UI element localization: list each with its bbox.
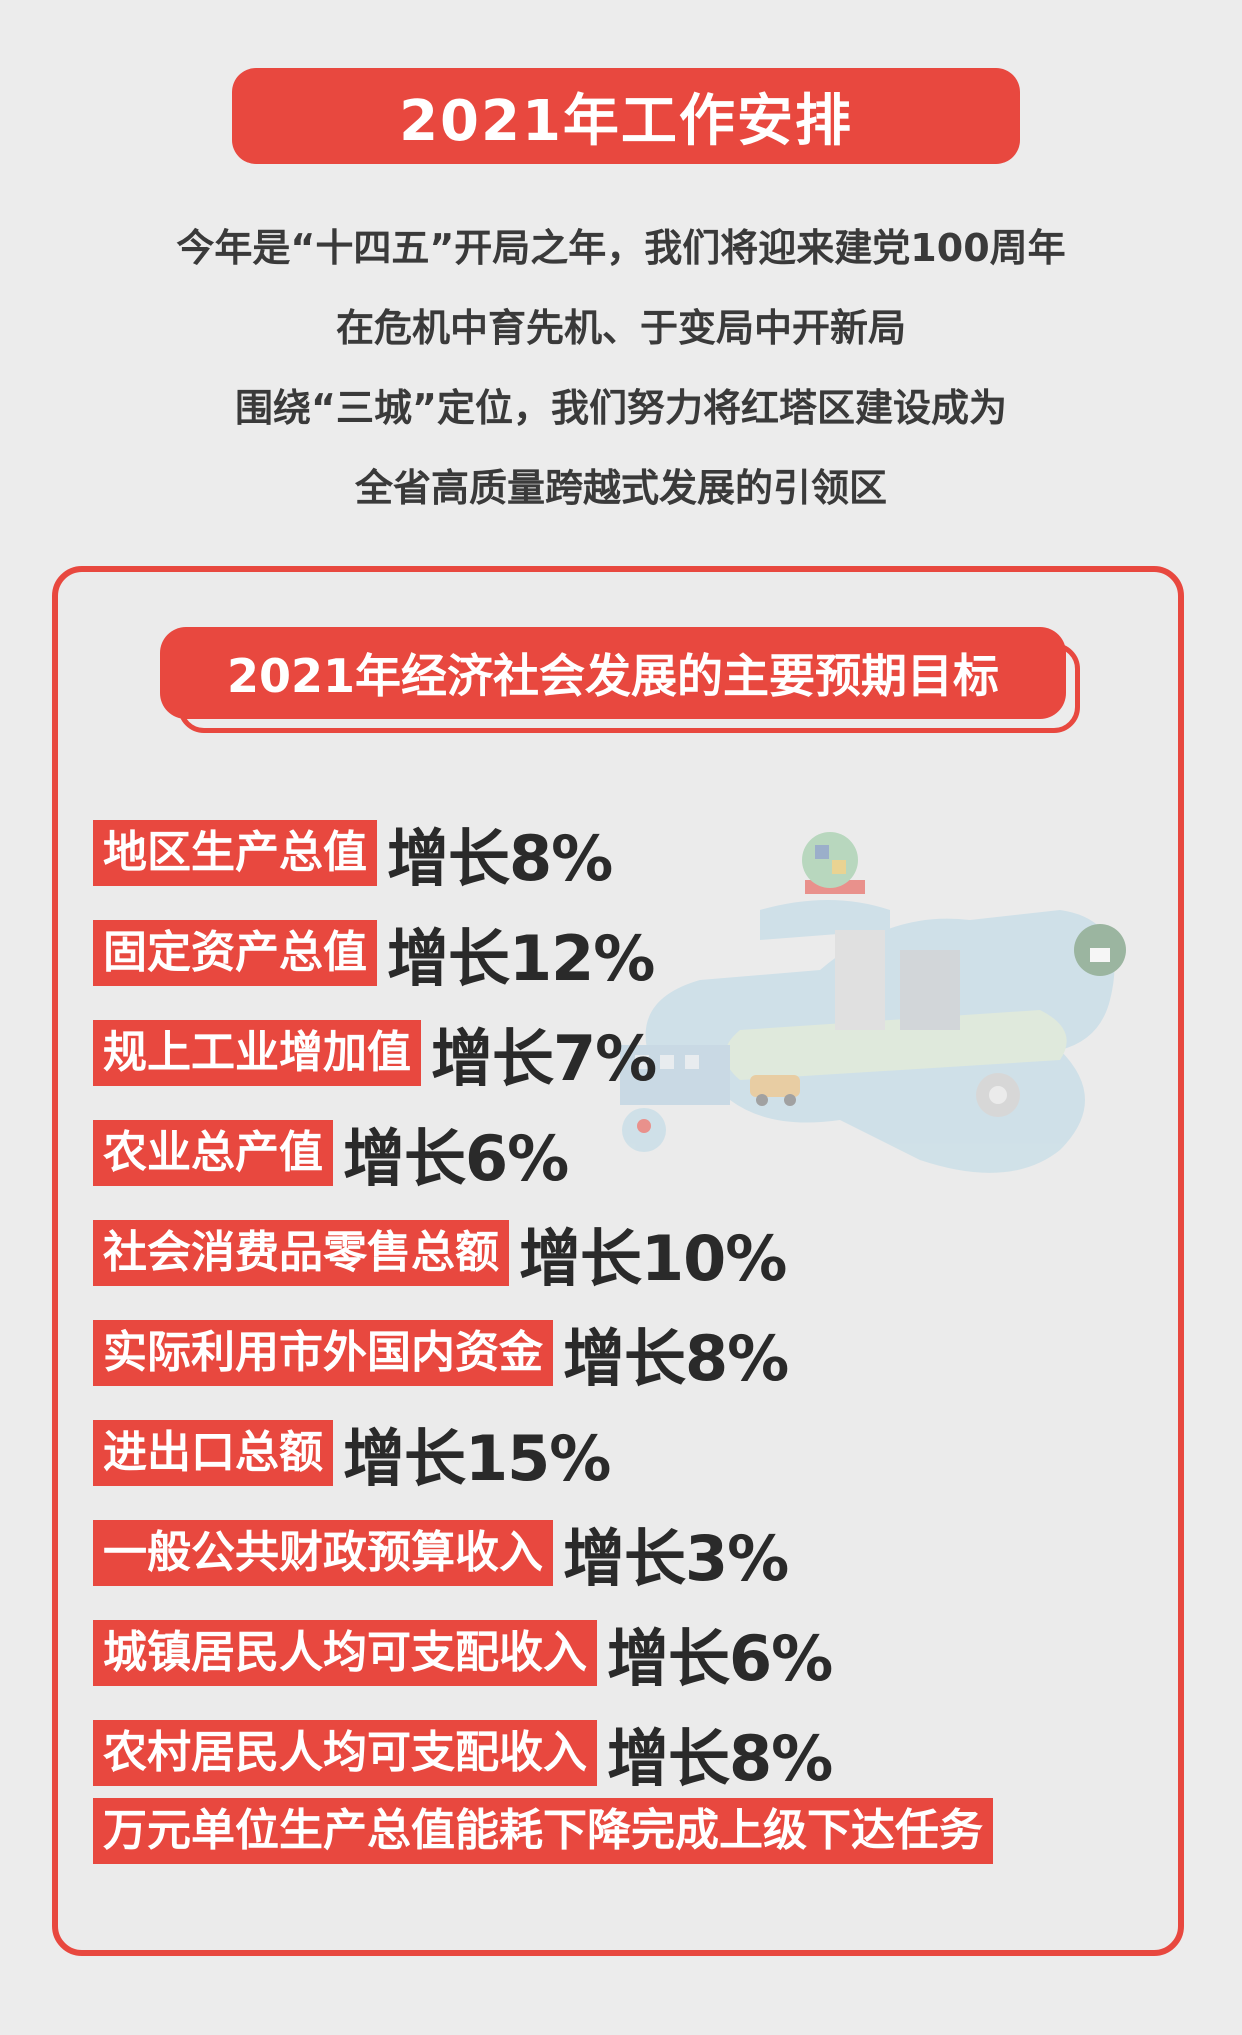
intro-line: 围绕“三城”定位，我们努力将红塔区建设成为 [235,386,1007,430]
list-item: 地区生产总值 增长8% [93,808,613,898]
target-label: 地区生产总值 [93,820,377,886]
city-map-illustration-icon [620,832,1126,1173]
target-label: 固定资产总值 [93,920,377,986]
list-item: 规上工业增加值 增长7% [93,1008,657,1098]
target-label: 万元单位生产总值能耗下降完成上级下达任务 [93,1798,993,1864]
list-item: 农村居民人均可支配收入 增长8% [93,1708,833,1798]
target-label: 规上工业增加值 [93,1020,421,1086]
section-title: 2021年经济社会发展的主要预期目标 [160,627,1066,719]
target-label: 城镇居民人均可支配收入 [93,1620,597,1686]
target-value: 增长6% [607,1622,833,1695]
target-value: 增长7% [431,1022,657,1095]
target-label: 农村居民人均可支配收入 [93,1720,597,1786]
list-item: 城镇居民人均可支配收入 增长6% [93,1608,833,1698]
target-value: 增长8% [563,1322,789,1395]
list-item: 一般公共财政预算收入 增长3% [93,1508,789,1598]
intro-line: 在危机中育先机、于变局中开新局 [335,306,906,350]
target-value: 增长8% [607,1722,833,1795]
target-value: 增长10% [519,1222,787,1295]
target-label: 一般公共财政预算收入 [93,1520,553,1586]
target-value: 增长12% [387,922,655,995]
target-label: 社会消费品零售总额 [93,1220,509,1286]
target-value: 增长15% [343,1422,611,1495]
target-value: 增长8% [387,822,613,895]
target-label: 实际利用市外国内资金 [93,1320,553,1386]
list-item: 社会消费品零售总额 增长10% [93,1208,787,1298]
target-value: 增长6% [343,1122,569,1195]
list-item: 万元单位生产总值能耗下降完成上级下达任务 [93,1798,1003,1864]
list-item: 农业总产值 增长6% [93,1108,569,1198]
target-value: 增长3% [563,1522,789,1595]
list-item: 进出口总额 增长15% [93,1408,611,1498]
target-label: 农业总产值 [93,1120,333,1186]
page-title: 2021年工作安排 [232,68,1020,164]
intro-line: 全省高质量跨越式发展的引领区 [354,466,887,510]
list-item: 实际利用市外国内资金 增长8% [93,1308,789,1398]
target-label: 进出口总额 [93,1420,333,1486]
intro-text: 今年是“十四五”开局之年，我们将迎来建党100周年 在危机中育先机、于变局中开新… [0,218,1242,538]
intro-line: 今年是“十四五”开局之年，我们将迎来建党100周年 [176,226,1066,270]
list-item: 固定资产总值 增长12% [93,908,655,998]
